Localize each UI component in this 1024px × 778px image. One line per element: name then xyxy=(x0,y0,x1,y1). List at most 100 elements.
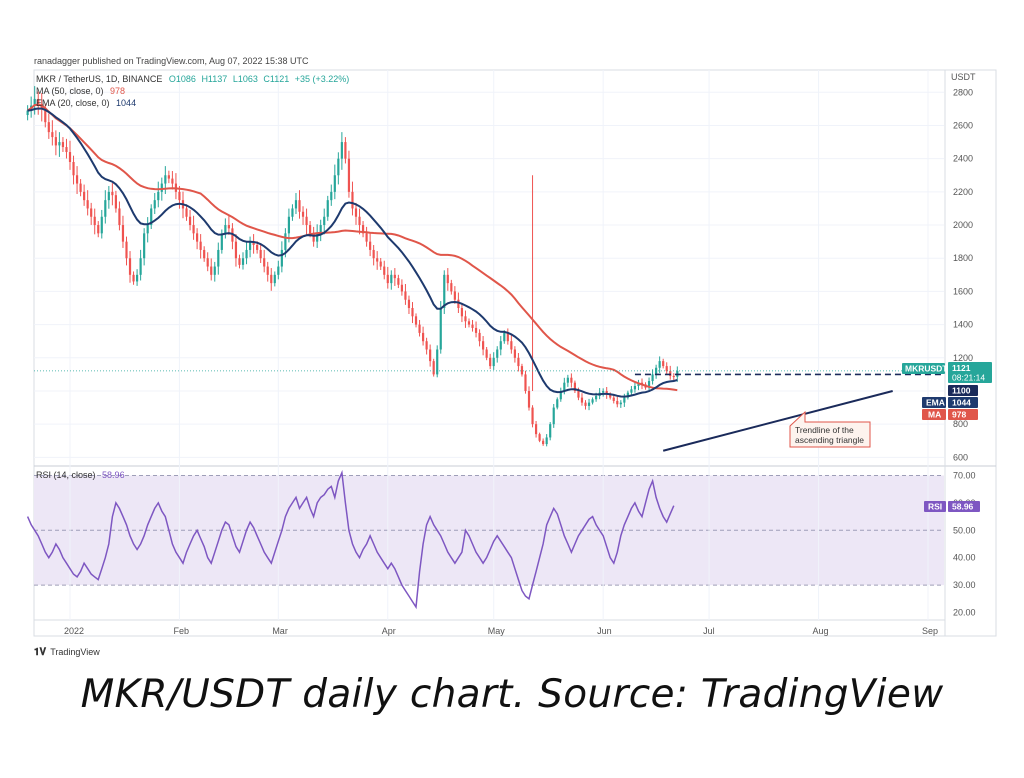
candle-body xyxy=(305,216,308,226)
svg-text:58.96: 58.96 xyxy=(952,502,974,512)
candle-body xyxy=(171,178,174,184)
candle-body xyxy=(220,233,223,250)
candle-body xyxy=(121,225,125,242)
tradingview-brand: TradingView xyxy=(50,647,100,657)
time-tick-label: Aug xyxy=(813,626,829,636)
candle-body xyxy=(330,191,333,201)
candle-body xyxy=(347,158,351,192)
annotation-line-1: Trendline of the xyxy=(795,425,854,435)
candle-body xyxy=(633,386,637,390)
candle-body xyxy=(439,308,442,350)
rsi-tick-label: 50.00 xyxy=(953,525,976,535)
time-axis: 2022 Feb Mar Apr May Jun Jul Aug Sep xyxy=(64,626,938,636)
candle-body xyxy=(669,371,672,377)
candle-body xyxy=(429,349,432,362)
candle-body xyxy=(400,284,403,292)
candle-body xyxy=(238,258,241,265)
chart-frame xyxy=(33,69,997,637)
candle-body xyxy=(157,191,160,201)
candle-body xyxy=(655,367,658,375)
candle-body xyxy=(577,390,580,398)
candle-body xyxy=(524,374,527,391)
candle-body xyxy=(609,394,612,398)
candle-body xyxy=(167,175,170,179)
ema-legend: EMA (20, close, 0) 1044 xyxy=(36,98,136,108)
candle-body xyxy=(457,299,460,309)
candle-body xyxy=(450,283,453,292)
candle-body xyxy=(489,357,492,367)
candle-body xyxy=(284,233,287,250)
candle-body xyxy=(132,274,135,282)
candle-body xyxy=(337,158,340,176)
candle-body xyxy=(637,382,640,387)
candle-body xyxy=(520,366,524,375)
tradingview-logo: 𝟏𝐕 TradingView xyxy=(34,647,100,658)
candle-body xyxy=(527,390,531,408)
candle-body xyxy=(107,191,110,201)
publisher-line: ranadagger published on TradingView.com,… xyxy=(34,56,309,66)
rsi-tag: RSI 58.96 xyxy=(924,501,980,512)
candle-body xyxy=(474,327,478,333)
rsi-tick-label: 70.00 xyxy=(953,470,976,480)
candle-body xyxy=(234,241,238,259)
candle-body xyxy=(626,392,629,398)
candle-body xyxy=(217,249,220,267)
candle-body xyxy=(65,147,68,153)
candle-body xyxy=(72,161,75,176)
candle-body xyxy=(104,200,107,217)
candle-body xyxy=(372,249,375,259)
svg-text:RSI: RSI xyxy=(928,502,942,512)
price-tick-label: 1600 xyxy=(953,286,973,296)
candle-body xyxy=(294,200,298,209)
price-tick-label: 800 xyxy=(953,419,968,429)
candle-body xyxy=(446,274,449,284)
candle-body xyxy=(390,274,393,284)
candle-body xyxy=(513,349,516,358)
candle-body xyxy=(280,249,283,267)
candle-body xyxy=(252,241,255,245)
candle-body xyxy=(273,274,276,284)
candle-body xyxy=(26,110,29,116)
candle-body xyxy=(333,175,336,192)
candle-body xyxy=(556,399,559,408)
candle-body xyxy=(192,225,195,234)
candle-body xyxy=(326,200,329,217)
candle-body xyxy=(651,374,654,382)
trendline-annotation: Trendline of the ascending triangle xyxy=(789,410,871,448)
candle-body xyxy=(662,361,665,367)
candle-body xyxy=(503,332,506,342)
annotation-line-2: ascending triangle xyxy=(795,435,864,445)
candle-body xyxy=(319,225,322,234)
price-tick-label: 1800 xyxy=(953,253,973,263)
candle-body xyxy=(316,233,319,242)
candle-body xyxy=(146,225,149,234)
candle-body xyxy=(443,274,446,309)
candle-body xyxy=(323,216,326,226)
candle-body xyxy=(97,225,100,234)
candle-body xyxy=(612,397,615,401)
time-tick-label: Jun xyxy=(597,626,612,636)
ema20-line xyxy=(27,107,678,398)
candle-body xyxy=(309,225,312,234)
candle-body xyxy=(591,399,594,403)
candle-body xyxy=(263,258,266,267)
candle-body xyxy=(432,361,435,375)
candle-body xyxy=(573,382,577,391)
svg-text:08:21:14: 08:21:14 xyxy=(952,373,985,383)
candle-body xyxy=(369,241,372,250)
candle-body xyxy=(411,308,414,317)
candle-body xyxy=(552,407,555,425)
rsi-tick-label: 30.00 xyxy=(953,580,976,590)
candle-body xyxy=(619,402,622,405)
candle-body xyxy=(602,390,605,393)
candle-body xyxy=(206,258,209,267)
candle-body xyxy=(460,308,464,317)
candle-body xyxy=(164,175,167,184)
rsi-legend: RSI (14, close) 58.96 xyxy=(36,470,125,480)
candle-body xyxy=(397,278,400,285)
candle-body xyxy=(213,266,216,275)
candle-body xyxy=(510,341,513,350)
candle-body xyxy=(379,261,382,267)
candle-body xyxy=(517,357,520,367)
candle-body xyxy=(365,233,368,242)
